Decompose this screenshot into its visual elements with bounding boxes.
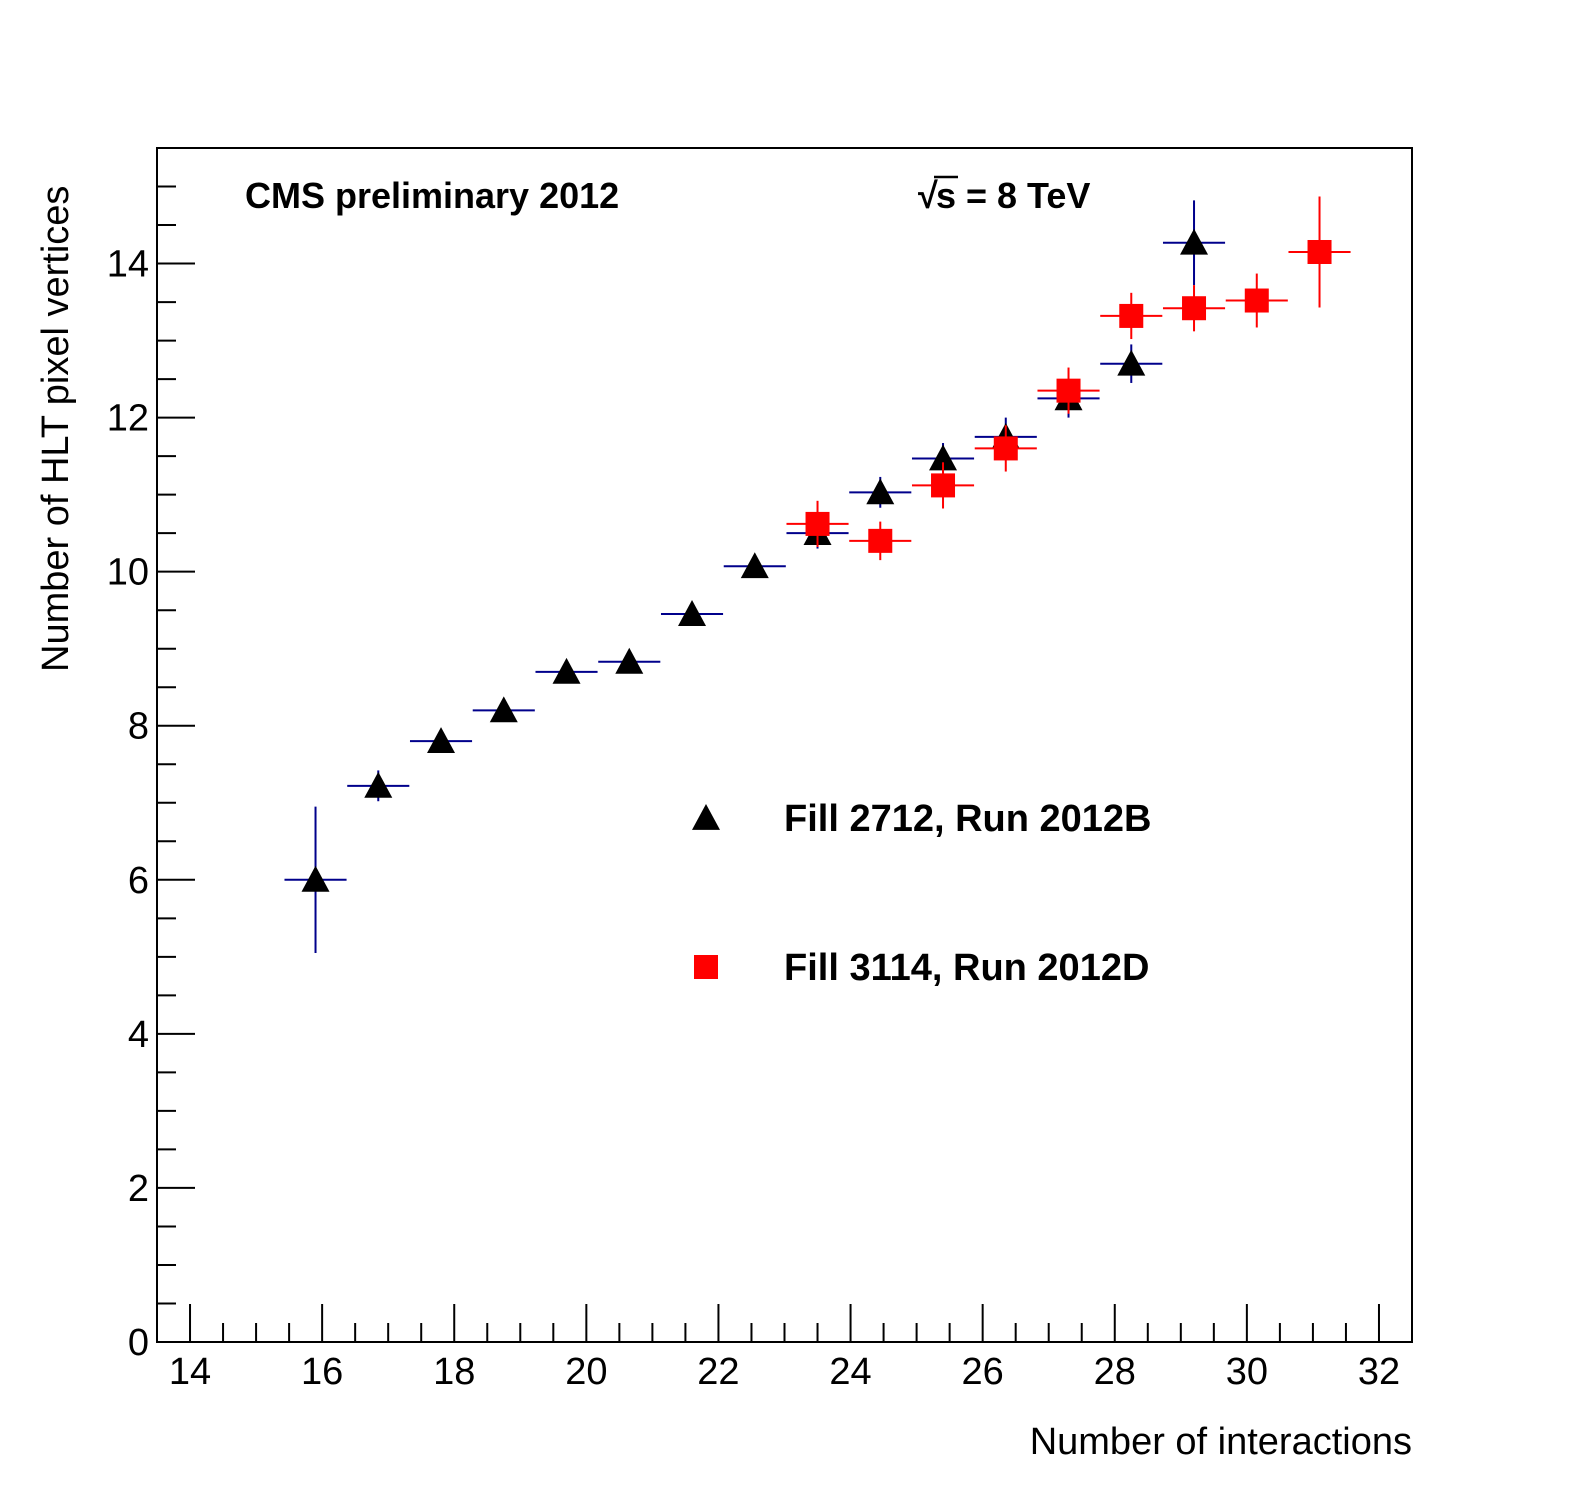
energy-value: = 8 TeV	[956, 175, 1090, 216]
data-point	[535, 657, 598, 684]
square-marker	[1056, 378, 1081, 403]
data-point	[723, 552, 786, 579]
square-marker	[805, 511, 830, 536]
triangle-marker	[364, 771, 393, 798]
data-point	[1100, 292, 1163, 340]
data-point	[598, 647, 661, 674]
square-marker	[993, 436, 1018, 461]
data-point	[1100, 344, 1163, 383]
x-tick-label: 24	[829, 1351, 871, 1393]
x-tick-label: 14	[169, 1351, 211, 1393]
series-1	[284, 200, 1226, 953]
square-marker	[1244, 288, 1269, 313]
y-tick-label: 14	[107, 244, 149, 286]
triangle-marker	[301, 865, 330, 892]
legend-triangle-marker	[692, 804, 720, 830]
data-point	[1162, 285, 1226, 332]
y-tick-label: 0	[128, 1322, 149, 1364]
triangle-marker	[866, 478, 895, 505]
data-point	[974, 425, 1037, 472]
square-marker	[1119, 303, 1144, 328]
data-point	[347, 770, 410, 802]
data-point	[1037, 367, 1100, 414]
x-tick-label: 30	[1226, 1351, 1268, 1393]
triangle-marker	[1117, 349, 1146, 376]
x-tick-label: 18	[433, 1351, 475, 1393]
data-point	[1162, 200, 1226, 286]
x-axis-title: Number of interactions	[1030, 1421, 1412, 1463]
legend-entry: Fill 2712, Run 2012B	[692, 798, 1152, 840]
x-tick-label: 26	[962, 1351, 1004, 1393]
legend-square-marker	[694, 955, 718, 979]
legend: Fill 2712, Run 2012B Fill 3114, Run 2012D	[692, 798, 1152, 989]
triangle-marker	[740, 552, 769, 579]
data-point	[849, 476, 912, 508]
data-point	[786, 500, 849, 548]
data-point	[472, 696, 535, 723]
data-point	[284, 806, 347, 953]
legend-entry: Fill 3114, Run 2012D	[694, 947, 1149, 989]
data-point	[911, 462, 975, 509]
x-tick-label: 32	[1358, 1351, 1400, 1393]
triangle-marker	[552, 657, 581, 684]
y-tick-label: 8	[128, 706, 149, 748]
triangle-marker	[1180, 228, 1209, 255]
energy-label: √ s = 8 TeV	[918, 175, 1090, 216]
square-marker	[931, 473, 956, 498]
y-tick-label: 2	[128, 1168, 149, 1210]
legend-label: Fill 2712, Run 2012B	[784, 798, 1152, 840]
data-point	[849, 521, 912, 561]
square-marker	[868, 528, 893, 553]
triangle-marker	[678, 600, 707, 626]
data-point	[409, 727, 473, 754]
energy-sqrt-sign: √	[918, 175, 938, 216]
y-tick-label: 6	[128, 860, 149, 902]
y-tick-label: 4	[128, 1014, 149, 1056]
x-tick-label: 22	[697, 1351, 739, 1393]
triangle-marker	[615, 647, 644, 674]
y-axis-title: Number of HLT pixel vertices	[35, 186, 77, 672]
legend-label: Fill 3114, Run 2012D	[784, 947, 1149, 989]
triangle-marker	[489, 696, 518, 723]
data-point	[1225, 273, 1288, 328]
series-2	[786, 196, 1351, 561]
x-tick-label: 20	[565, 1351, 607, 1393]
triangle-marker	[427, 727, 456, 754]
plot-frame	[156, 147, 1413, 1343]
experiment-label: CMS preliminary 2012	[245, 175, 619, 216]
data-point	[1288, 196, 1351, 308]
energy-s: s	[936, 175, 956, 216]
triangle-marker	[929, 444, 958, 471]
square-marker	[1182, 296, 1207, 321]
square-marker	[1307, 239, 1332, 264]
x-tick-label: 16	[301, 1351, 343, 1393]
y-tick-label: 10	[107, 552, 149, 594]
data-point	[660, 600, 724, 626]
y-tick-label: 12	[107, 398, 149, 440]
x-tick-label: 28	[1094, 1351, 1136, 1393]
